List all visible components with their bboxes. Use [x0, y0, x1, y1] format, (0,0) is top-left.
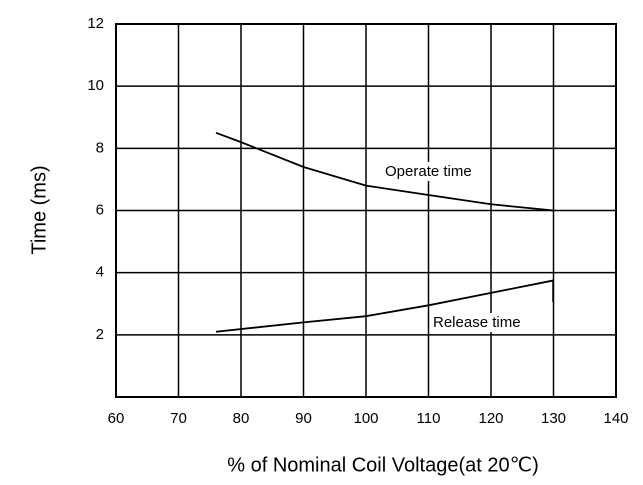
y-tick-label: 12 [87, 15, 104, 32]
x-tick-label: 140 [603, 410, 628, 427]
x-axis-label: % of Nominal Coil Voltage(at 20℃) [227, 454, 539, 476]
x-tick-label: 110 [417, 410, 441, 427]
x-tick-label: 90 [295, 410, 312, 427]
y-tick-label: 10 [87, 77, 104, 94]
y-tick-label: 6 [96, 201, 104, 218]
x-tick-label: 60 [108, 410, 125, 427]
series-label: Release time [433, 314, 521, 331]
label-background [383, 161, 474, 181]
line-series [215, 131, 554, 212]
series-label: Operate time [385, 163, 472, 180]
line-series [215, 279, 554, 333]
y-tick-label: 4 [96, 264, 104, 281]
x-tick-label: 130 [541, 410, 566, 427]
y-tick-label: 8 [96, 139, 104, 156]
y-axis-label: Time (ms) [28, 165, 50, 254]
x-tick-label: 70 [170, 410, 187, 427]
x-tick-label: 80 [233, 410, 250, 427]
x-tick-label: 120 [478, 410, 503, 427]
label-background [431, 312, 523, 332]
y-tick-label: 2 [96, 326, 104, 343]
x-tick-label: 100 [353, 410, 378, 427]
